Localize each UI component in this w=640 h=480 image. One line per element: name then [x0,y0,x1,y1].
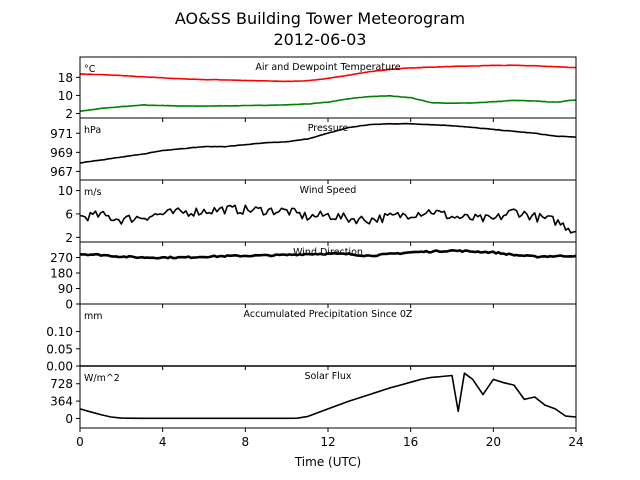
wind_speed-ytick-label: 6 [65,207,73,221]
precip-unit-label: mm [84,311,103,322]
xtick-label: 12 [320,435,335,449]
xtick-label: 16 [403,435,418,449]
temp-panel-title: Air and Dewpoint Temperature [255,62,400,73]
wind_speed-ytick-label: 10 [58,184,73,198]
solar-series-line-0 [79,372,577,420]
temp-series-line-1 [79,94,577,113]
precip-panel-title: Accumulated Precipitation Since 0Z [244,309,413,320]
wind_dir-ytick-label: 90 [58,282,73,296]
solar-ytick-label: 0 [65,412,73,426]
solar-unit-label: W/m^2 [84,373,120,384]
panel-solar: 0 364 728 0 4 8 12 16 20 24 W/m^2 Solar Flux [50,365,584,449]
pressure-ytick-label: 971 [50,127,73,141]
precip-ytick-label: 0.10 [46,325,73,339]
pressure-ytick-label: 967 [50,165,73,179]
wind_dir-panel-title: Wind Direction [293,247,363,258]
temp-ytick-label: 10 [58,89,73,103]
xtick-label: 20 [486,435,501,449]
wind_dir-ytick-label: 270 [50,251,73,265]
solar-panel-title: Solar Flux [305,371,352,382]
pressure-series-line-0 [79,122,576,164]
wind_speed-ytick-label: 2 [65,231,73,245]
wind_dir-ytick-label: 0 [65,298,73,312]
temp-unit-label: °C [84,64,96,75]
temp-series-line-0 [79,64,577,83]
pressure-unit-label: hPa [84,125,101,136]
panel-temp: 2 10 18 °C Air and Dewpoint Temperature [58,56,577,122]
precip-ytick-label: 0.05 [46,342,73,356]
figure-date: 2012-06-03 [274,30,367,49]
wind_speed-panel-title: Wind Speed [300,185,357,196]
wind_speed-unit-label: m/s [84,187,101,198]
temp-ytick-label: 2 [65,107,73,121]
xtick-label: 0 [76,435,84,449]
xtick-label: 8 [242,435,250,449]
solar-ytick-label: 364 [50,395,73,409]
pressure-panel-title: Pressure [308,123,349,134]
wind_dir-ytick-label: 180 [50,267,73,281]
panel-pressure: 967 969 971 hPa Pressure [50,117,577,184]
panel-wind_speed: 2 6 10 m/s Wind Speed [58,179,577,246]
panel-precip: 0.00 0.05 0.10 mm Accumulated Precipitation … [46,303,577,374]
figure-title: AO&SS Building Tower Meteorogram [175,9,465,28]
precip-ytick-label: 0.00 [46,360,73,374]
xtick-label: 4 [159,435,167,449]
xtick-label: 24 [568,435,583,449]
wind_dir-series-line-0 [79,249,577,260]
pressure-ytick-label: 969 [50,146,73,160]
x-axis-label: Time (UTC) [294,455,361,469]
temp-ytick-label: 18 [58,71,73,85]
wind_speed-series-line-0 [79,204,577,234]
solar-ytick-label: 728 [50,377,73,391]
